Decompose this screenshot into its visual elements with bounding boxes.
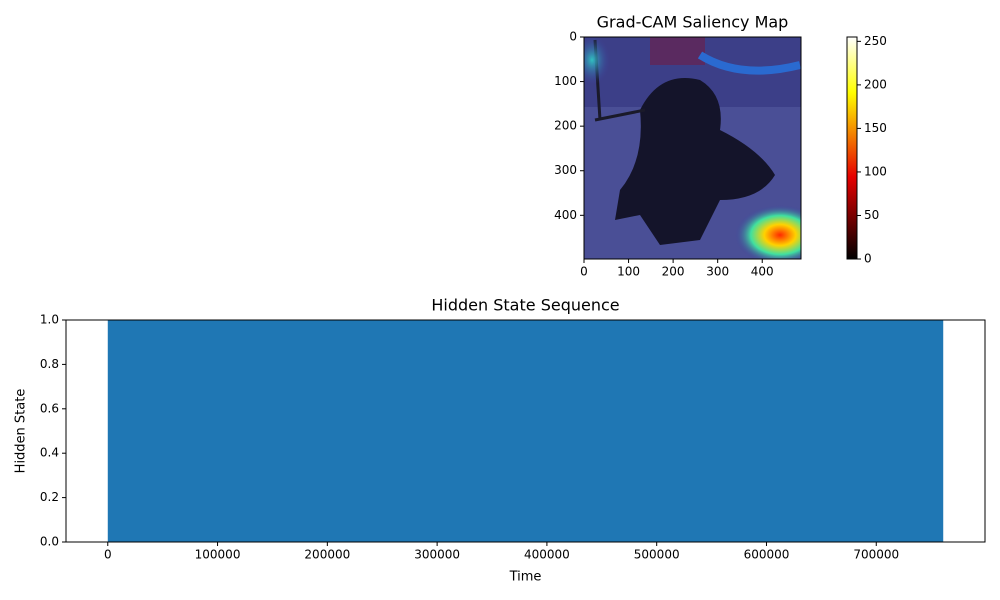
x-tick-label: 200000: [304, 548, 350, 562]
saliency-image: [584, 37, 801, 259]
x-tick-label: 400: [751, 265, 774, 279]
colorbar-tick-label: 100: [864, 164, 887, 178]
plot-frame: [65, 319, 986, 543]
chart-title: Grad-CAM Saliency Map: [597, 13, 789, 32]
y-tick-label: 0.6: [40, 401, 59, 415]
x-tick-label: 400000: [524, 548, 570, 562]
x-axis-label: Time: [509, 570, 542, 585]
y-tick-label: 200: [554, 119, 577, 133]
x-tick-label: 100000: [195, 548, 241, 562]
colorbar-tick-label: 150: [864, 121, 887, 135]
colorbar-tick-label: 200: [864, 77, 887, 91]
x-tick-label: 100: [617, 265, 640, 279]
y-tick-label: 300: [554, 163, 577, 177]
y-tick-label: 100: [554, 74, 577, 88]
y-tick-label: 0.8: [40, 357, 59, 371]
x-tick-label: 500000: [634, 548, 680, 562]
colorbar-tick-label: 50: [864, 208, 879, 222]
y-tick-label: 1.0: [40, 313, 59, 327]
image-frame: [583, 36, 802, 260]
x-tick-label: 200: [662, 265, 685, 279]
y-tick-label: 400: [554, 208, 577, 222]
colorbar: [846, 36, 858, 260]
x-tick-label: 0: [104, 548, 112, 562]
y-axis-label: Hidden State: [14, 389, 29, 474]
chart-title: Hidden State Sequence: [431, 296, 619, 315]
x-tick-label: 700000: [853, 548, 899, 562]
y-tick-label: 0: [569, 30, 577, 44]
x-tick-label: 0: [580, 265, 588, 279]
colorbar-tick-label: 250: [864, 34, 887, 48]
y-tick-label: 0.0: [40, 535, 59, 549]
x-tick-label: 300000: [414, 548, 460, 562]
x-tick-label: 600000: [744, 548, 790, 562]
y-tick-label: 0.4: [40, 446, 59, 460]
area: [107, 320, 944, 542]
y-tick-label: 0.2: [40, 490, 59, 504]
x-tick-label: 300: [706, 265, 729, 279]
colorbar-tick-label: 0: [864, 252, 872, 266]
